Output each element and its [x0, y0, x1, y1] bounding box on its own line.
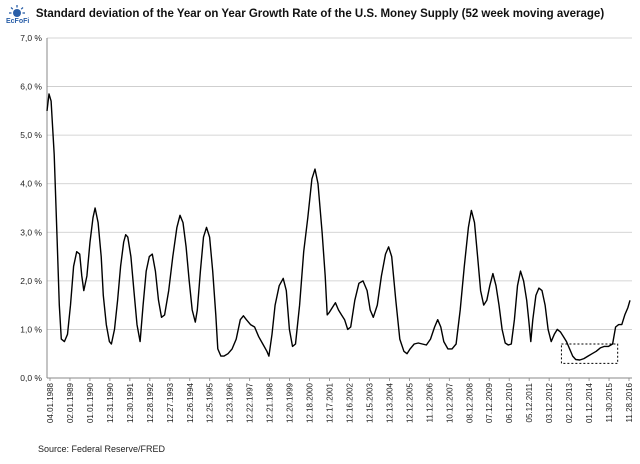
x-tick-label: 11.28.2016: [625, 382, 634, 422]
x-tick-label: 12.15.2003: [365, 382, 374, 423]
x-tick-label: 12.13.2004: [385, 382, 394, 423]
x-tick-label: 12.21.1998: [266, 382, 275, 423]
x-tick-label: 01.01.1990: [86, 382, 95, 423]
y-tick-label: 7,0 %: [20, 33, 42, 43]
y-tick-label: 3,0 %: [20, 227, 42, 237]
x-tick-label: 12.31.1990: [106, 382, 115, 423]
y-tick-label: 4,0 %: [20, 179, 42, 189]
x-tick-label: 12.16.2002: [345, 382, 354, 423]
highlight-box-layer: [560, 343, 619, 364]
series-line: [46, 93, 631, 361]
x-tick-label: 04.01.1988: [46, 382, 55, 423]
x-tick-label: 12.25.1995: [206, 382, 215, 423]
x-tick-label: 05.12.2011: [525, 382, 534, 422]
x-tick-label: 12.17.2001: [326, 382, 335, 423]
y-tick-labels: 0,0 % 1,0 % 2,0 % 3,0 % 4,0 % 5,0 % 6,0 % 7,0 %: [20, 33, 42, 383]
y-tick-label: 6,0 %: [20, 82, 42, 92]
x-tick-label: 06.12.2010: [505, 382, 514, 423]
x-tick-label: 01.12.2014: [585, 382, 594, 423]
x-tick-label: 12.27.1993: [166, 382, 175, 423]
x-tick-label: 12.12.2005: [405, 382, 414, 423]
gridlines: [47, 37, 632, 379]
x-tick-label: 08.12.2008: [465, 382, 474, 423]
y-tick-label: 5,0 %: [20, 130, 42, 140]
x-tick-label: 02.01.1989: [66, 382, 75, 423]
source-note: Source: Federal Reserve/FRED: [38, 444, 166, 454]
x-tick-label: 03.12.2012: [545, 382, 554, 423]
x-tick-label: 12.22.1997: [246, 382, 255, 423]
x-tick-label: 12.20.1999: [286, 382, 295, 423]
x-tick-label: 12.30.1991: [126, 382, 135, 423]
logo: EcFoFi: [6, 4, 30, 26]
y-tick-label: 1,0 %: [20, 324, 42, 334]
x-tick-label: 11.12.2006: [425, 382, 434, 422]
x-tick-label: 07.12.2009: [485, 382, 494, 423]
sun-logo-icon: [9, 5, 25, 17]
axes: [46, 38, 632, 381]
x-tick-label: 12.26.1994: [186, 382, 195, 423]
x-tick-label: 12.18.2000: [306, 382, 315, 423]
x-tick-labels: 04.01.1988 02.01.1989 01.01.1990 12.31.1990…: [46, 382, 634, 423]
y-tick-label: 0,0 %: [20, 373, 42, 383]
data-series: [46, 93, 631, 361]
logo-text: EcFoFi: [6, 18, 30, 25]
y-tick-label: 2,0 %: [20, 276, 42, 286]
highlight-box: [560, 343, 619, 364]
x-tick-label: 12.23.1996: [226, 382, 235, 423]
x-tick-label: 02.12.2013: [565, 382, 574, 423]
chart-title: Standard deviation of the Year on Year G…: [35, 8, 605, 20]
x-tick-label: 12.28.1992: [146, 382, 155, 423]
x-tick-label: 11.30.2015: [605, 382, 614, 422]
x-tick-label: 10.12.2007: [445, 382, 454, 423]
